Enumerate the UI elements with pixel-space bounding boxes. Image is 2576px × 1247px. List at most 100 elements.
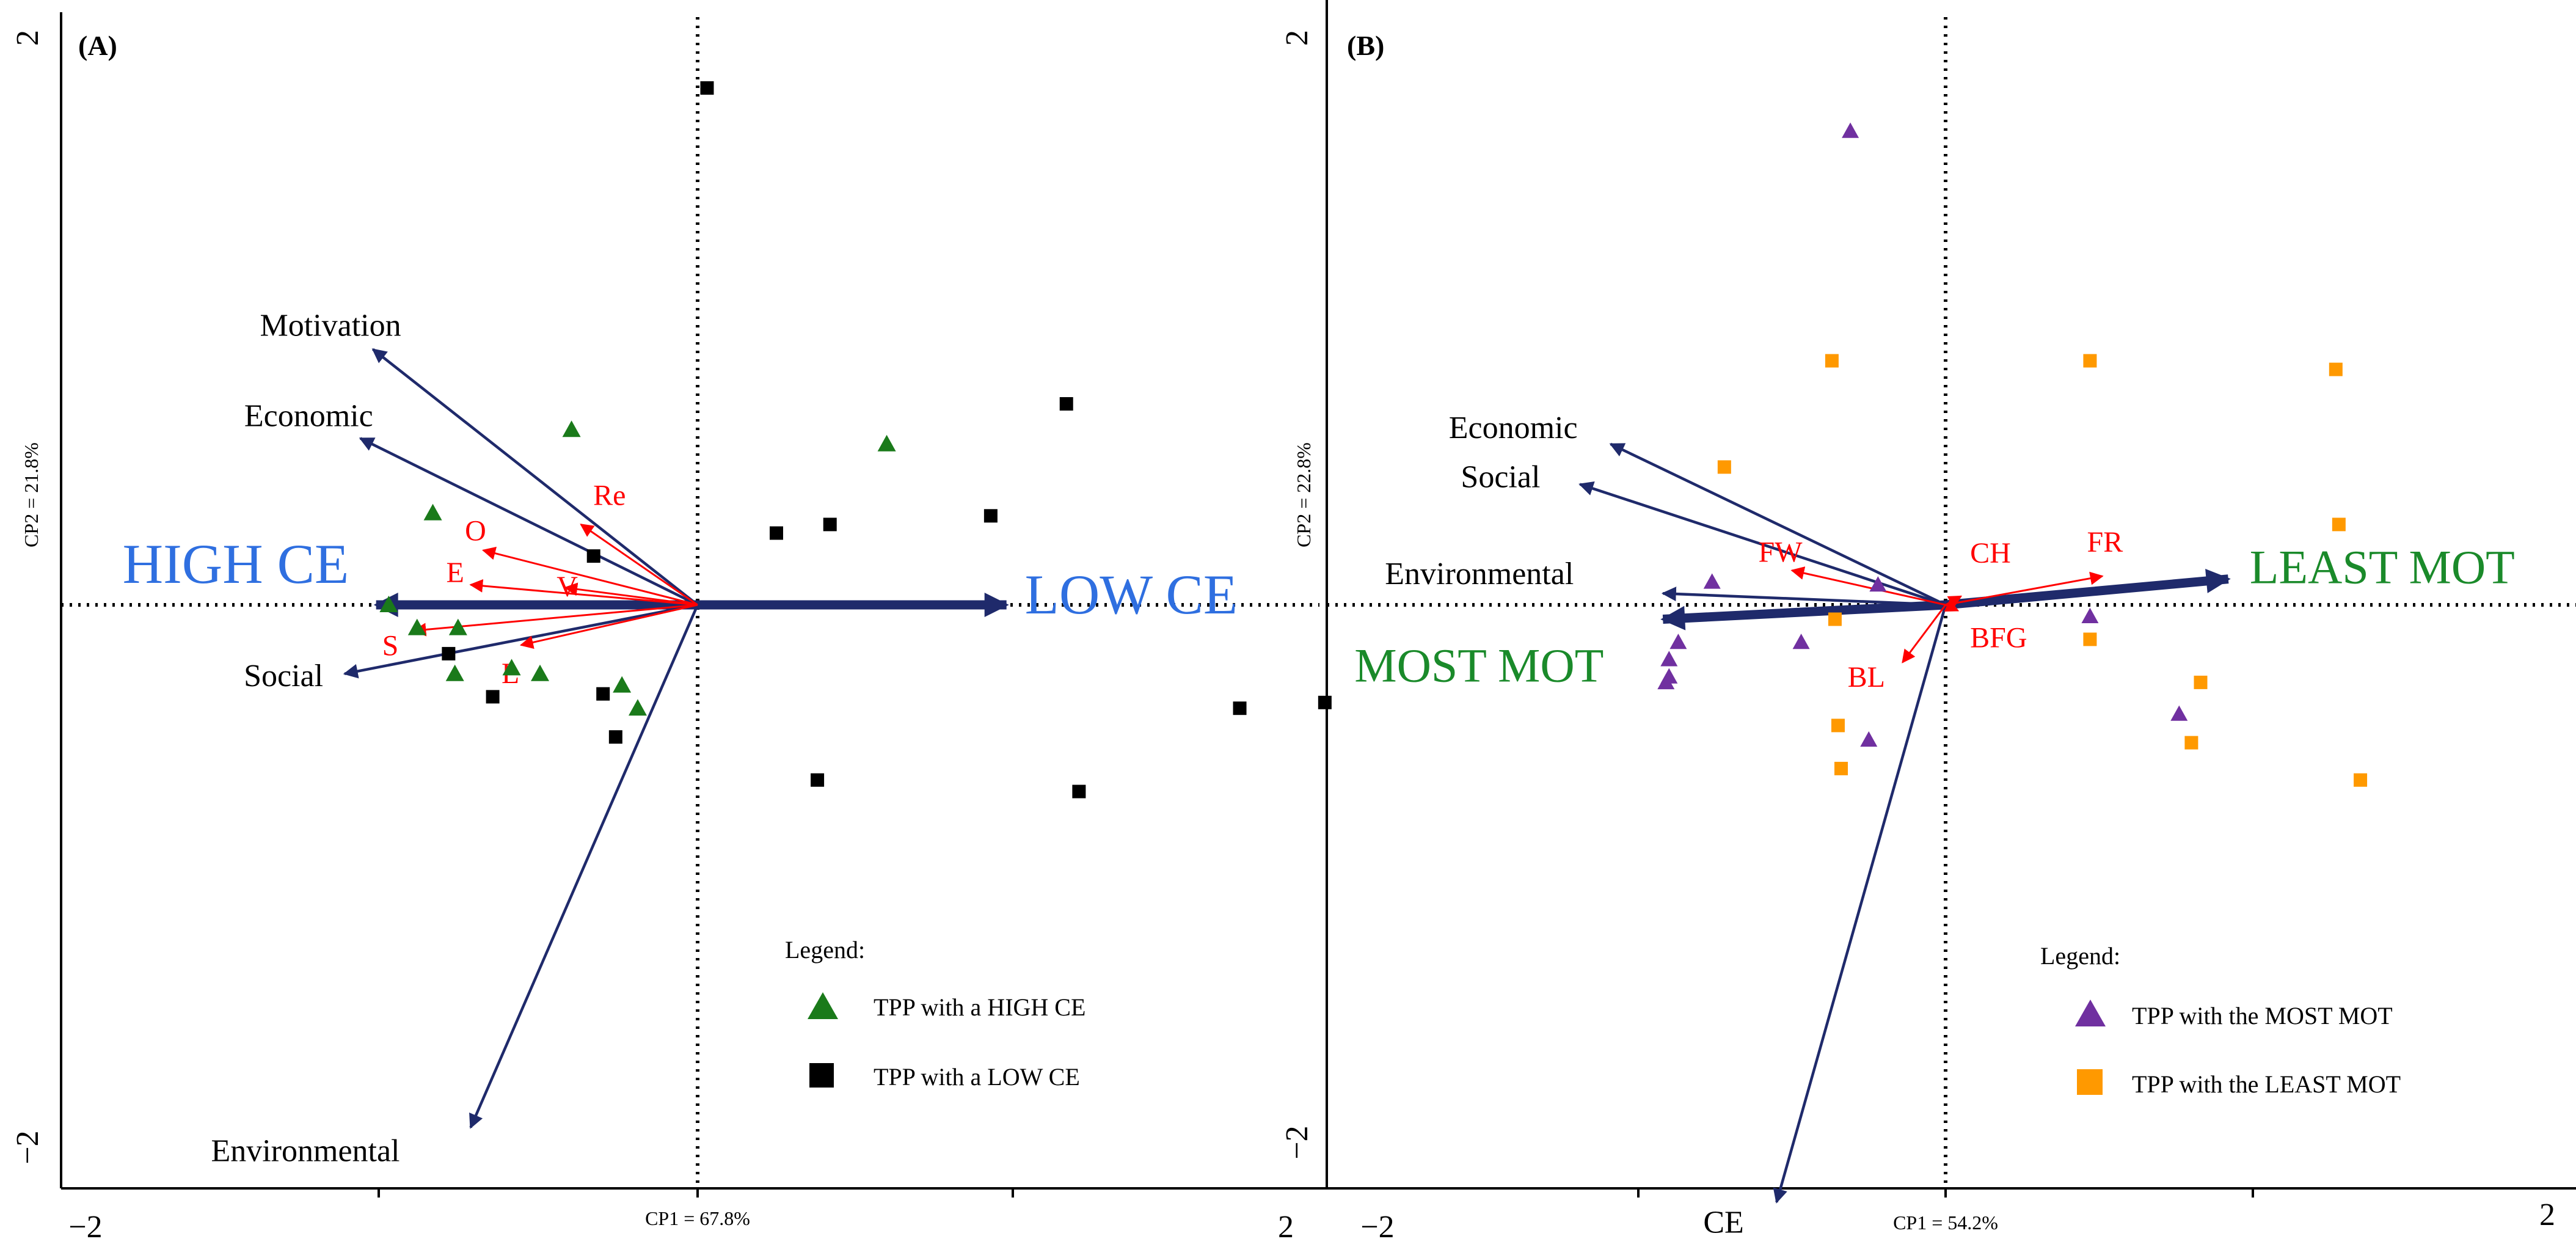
panel-a-vector-motivation	[371, 348, 699, 606]
panel-b-x-tick-label-pos: 2	[2539, 1198, 2555, 1232]
panel-b-group-arrow-most-mot	[1660, 600, 1946, 631]
panel-b-vector-social	[1578, 481, 1946, 607]
panel-b-legend-entry-1: TPP with the MOST MOT	[2132, 1002, 2393, 1029]
panel-b-point-tpp-with-the-most-mot	[2081, 607, 2099, 623]
panel-b-group-label-most-mot: MOST MOT	[1354, 639, 1604, 692]
panel-a-point-tpp-with-a-low-ce	[823, 517, 837, 532]
panel-b-label: (B)	[1347, 30, 1384, 61]
panel-a-legend-entry-2: TPP with a LOW CE	[874, 1063, 1080, 1091]
panel-b-legend: Legend: TPP with the MOST MOT TPP with t…	[2040, 942, 2401, 1098]
panel-a-point-tpp-with-a-low-ce	[1072, 784, 1086, 799]
panel-a-point-tpp-with-a-high-ce	[379, 596, 398, 612]
panel-a-point-tpp-with-a-high-ce	[877, 434, 896, 452]
panel-b-vector-label-ce: CE	[1703, 1205, 1743, 1240]
panel-b-supp-vector-bfg	[1944, 599, 1960, 612]
panel-b-point-tpp-with-the-most-mot	[1792, 634, 1810, 649]
panel-b-supp-label-bl: BL	[1848, 661, 1885, 693]
panel-b-point-tpp-with-the-most-mot	[1669, 634, 1687, 649]
panel-a-point-tpp-with-a-high-ce	[423, 503, 442, 521]
panel-a-vector-label-economic: Economic	[244, 398, 373, 433]
panel-a-point-tpp-with-a-low-ce	[608, 730, 622, 744]
panel-a-point-tpp-with-a-low-ce	[811, 773, 825, 787]
panel-b-point-tpp-with-the-least-mot	[2354, 773, 2368, 787]
panel-a-point-tpp-with-a-low-ce	[486, 690, 500, 704]
panel-a-vector-label-environmental: Environmental	[211, 1133, 400, 1168]
panel-a-supp-vector-o	[481, 546, 698, 606]
panel-b-y-tick-label-bottom: −2	[1280, 1125, 1315, 1159]
panel-a-legend-entry-1: TPP with a HIGH CE	[874, 993, 1085, 1021]
panel-b-vector-environmental	[1661, 587, 1946, 607]
panel-a-vector-environmental	[469, 604, 699, 1129]
panel-b-vector-economic	[1609, 442, 1946, 607]
panel-b-point-tpp-with-the-least-mot	[2329, 362, 2343, 376]
panel-a: (A) −2 2 2 −2 CP1 = 67.8% CP2 = 21.8% Mo…	[10, 12, 1332, 1245]
panel-b-supp-vector-fr	[1945, 571, 2104, 606]
panel-b-legend-entry-2: TPP with the LEAST MOT	[2132, 1070, 2401, 1098]
panel-b-point-tpp-with-the-most-mot	[2170, 705, 2188, 721]
panel-a-y-tick-label-bottom: −2	[10, 1130, 45, 1164]
panel-b-supp-label-ch: CH	[1970, 537, 2011, 569]
panel-b: (B) −2 2 2 −2 CP1 = 54.2% CP2 = 22.8% Ec…	[1280, 17, 2576, 1245]
panel-a-supp-vector-v	[564, 582, 698, 606]
panel-a-vector-label-motivation: Motivation	[260, 309, 401, 343]
panel-b-point-tpp-with-the-least-mot	[1834, 761, 1848, 775]
panel-b-x-axis-title: CP1 = 54.2%	[1893, 1212, 1998, 1234]
panel-a-supp-label-re: Re	[593, 479, 626, 511]
panel-b-point-tpp-with-the-least-mot	[1717, 460, 1731, 474]
panel-b-y-axis-title: CP2 = 22.8%	[1293, 442, 1315, 547]
panel-a-x-tick-label-pos: 2	[1278, 1210, 1294, 1245]
panel-b-point-tpp-with-the-least-mot	[1831, 719, 1845, 733]
panel-a-legend: Legend: TPP with a HIGH CE TPP with a LO…	[785, 936, 1085, 1091]
panel-b-supp-vector-bl	[1902, 604, 1947, 664]
panel-a-point-tpp-with-a-low-ce	[1233, 701, 1247, 715]
panel-a-supp-label-s: S	[382, 629, 399, 662]
panel-b-point-tpp-with-the-most-mot	[1842, 122, 1859, 138]
panel-b-point-tpp-with-the-most-mot	[1703, 573, 1721, 589]
panel-b-point-tpp-with-the-least-mot	[2083, 632, 2097, 646]
panel-b-point-tpp-with-the-most-mot	[1660, 651, 1678, 667]
panel-a-supp-vector-re	[580, 524, 698, 606]
panel-a-point-tpp-with-a-low-ce	[586, 549, 600, 563]
panel-b-point-tpp-with-the-least-mot	[2194, 675, 2208, 689]
panel-a-supp-vector-e	[469, 579, 698, 606]
panel-b-supp-vector-fw	[1790, 566, 1946, 606]
panel-b-vector-label-environmental: Environmental	[1385, 557, 1574, 591]
panel-a-y-tick-label-top: 2	[10, 30, 45, 46]
panel-a-point-tpp-with-a-high-ce	[531, 664, 549, 681]
panel-b-y-tick-label-top: 2	[1280, 30, 1315, 46]
legend-most-mot-triangle-icon	[2075, 1000, 2106, 1026]
panel-a-plot-area: Motivation Economic Social Environmental Re O…	[123, 81, 1332, 1168]
panel-a-legend-title: Legend:	[785, 936, 865, 964]
panel-b-vector-label-economic: Economic	[1449, 411, 1578, 445]
panel-a-y-axis-title: CP2 = 21.8%	[20, 442, 42, 547]
panel-b-supp-label-bfg: BFG	[1970, 621, 2027, 654]
panel-b-point-tpp-with-the-least-mot	[1828, 612, 1842, 626]
panel-b-plot-area: Economic Social Environmental CE FW CH FR BFG BL…	[1354, 122, 2515, 1240]
panel-b-legend-title: Legend:	[2040, 942, 2120, 970]
legend-low-ce-square-icon	[809, 1063, 834, 1088]
panel-b-supp-label-fw: FW	[1759, 536, 1803, 569]
legend-least-mot-square-icon	[2077, 1069, 2103, 1095]
panel-a-group-label-low-ce: LOW CE	[1025, 563, 1238, 626]
panel-a-point-tpp-with-a-high-ce	[628, 699, 647, 716]
panel-a-point-tpp-with-a-low-ce	[700, 81, 714, 95]
legend-high-ce-triangle-icon	[808, 992, 838, 1019]
panel-a-vector-economic	[359, 437, 698, 607]
panel-b-point-tpp-with-the-least-mot	[1825, 354, 1839, 368]
panel-b-point-tpp-with-the-most-mot	[1869, 576, 1887, 592]
panel-a-point-tpp-with-a-low-ce	[770, 526, 783, 540]
panel-a-point-tpp-with-a-high-ce	[445, 664, 464, 681]
panel-a-supp-vector-l	[519, 604, 698, 649]
panel-a-group-label-high-ce: HIGH CE	[123, 533, 349, 595]
panel-b-x-tick-label-neg: −2	[1360, 1210, 1394, 1245]
panel-a-point-tpp-with-a-high-ce	[502, 659, 521, 676]
panel-b-group-label-least-mot: LEAST MOT	[2250, 541, 2515, 594]
panel-a-supp-label-o: O	[465, 515, 486, 547]
panel-a-point-tpp-with-a-low-ce	[596, 687, 610, 701]
panel-b-group-arrow-least-mot	[1945, 569, 2231, 610]
panel-a-point-tpp-with-a-low-ce	[983, 509, 998, 523]
panel-b-vector-ce	[1773, 604, 1947, 1204]
panel-a-point-tpp-with-a-low-ce	[1059, 397, 1073, 411]
panel-a-point-tpp-with-a-high-ce	[448, 618, 467, 635]
